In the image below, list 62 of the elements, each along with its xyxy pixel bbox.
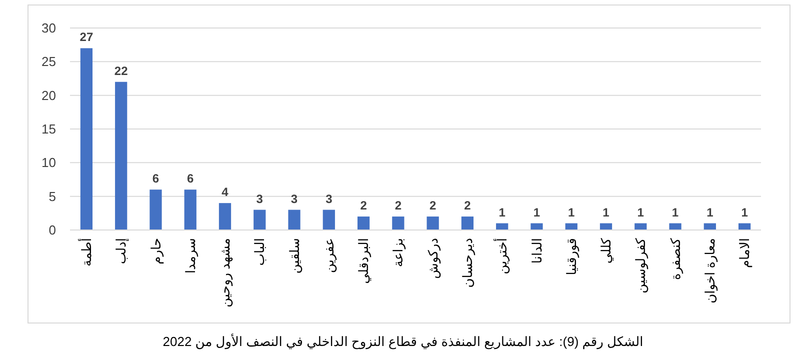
data-label: 3 [290,192,298,206]
bar [669,223,682,230]
x-tick-label: الباب [252,238,268,266]
data-label: 1 [741,205,748,220]
bar [461,216,474,230]
bar [218,203,232,230]
bar [115,82,128,230]
data-label: 6 [187,172,194,186]
x-tick-label: معارة اخوان [702,238,718,304]
data-label: 2 [464,198,472,213]
y-tick-label: 20 [42,88,56,103]
x-tick-label: البردقلي [356,238,372,284]
data-label: 22 [114,64,128,78]
x-tick-label: أخترين [494,238,511,274]
data-label: 2 [360,198,368,213]
x-tick-label: الامام [737,238,754,268]
bar [254,210,266,230]
x-tick-label: أطمة [78,238,94,266]
data-label: 1 [706,205,714,220]
x-tick-label: دركوش [425,238,442,279]
x-tick-label: الدانا [529,238,544,264]
data-label: 1 [498,205,506,220]
bar [288,210,300,230]
y-tick-label: 10 [42,155,56,170]
x-tick-label: كفرلوسين [633,237,650,294]
x-tick-label: سلقين [286,238,303,274]
bar [392,216,404,230]
x-tick-label: قورقنيا [564,238,580,276]
x-tick-label: مشهد روحين [218,238,234,308]
x-tick-label: كنصفرة [668,237,684,280]
x-tick-label: كللي [598,237,615,264]
bar [80,48,93,230]
data-label: 1 [602,205,610,220]
data-label: 4 [222,185,229,200]
data-label: 1 [672,205,679,220]
y-tick-label: 15 [42,122,56,137]
y-tick-label: 30 [42,20,56,36]
x-tick-label: سرمدا [182,238,199,274]
data-label: 3 [326,192,333,206]
data-label: 2 [394,198,402,213]
data-label: 1 [637,205,644,220]
bar [150,190,162,230]
data-label: 3 [256,192,264,206]
data-label: 2 [429,198,436,213]
bar [184,190,196,230]
x-tick-label: حارم [148,238,164,264]
bar [530,223,543,230]
bar [322,210,335,230]
data-label: 1 [533,205,540,220]
y-tick-label: 0 [48,222,56,238]
data-label: 27 [80,30,94,44]
x-tick-label: إدلب [114,238,130,264]
data-label: 6 [152,172,160,186]
bar [426,216,439,230]
x-tick-label: ديرحسان [460,238,476,288]
y-tick-label: 25 [42,54,56,70]
x-tick-label: عفرين [321,238,338,274]
y-tick-label: 5 [48,188,56,204]
x-tick-label: بزاعة [390,238,407,268]
bar [357,216,370,230]
text: الشكل رقم (9): عدد المشاريع المنفذة في قطاع النزوح الداخلي في النصف الأول من 2022 [162,333,644,350]
data-label: 1 [568,205,576,220]
